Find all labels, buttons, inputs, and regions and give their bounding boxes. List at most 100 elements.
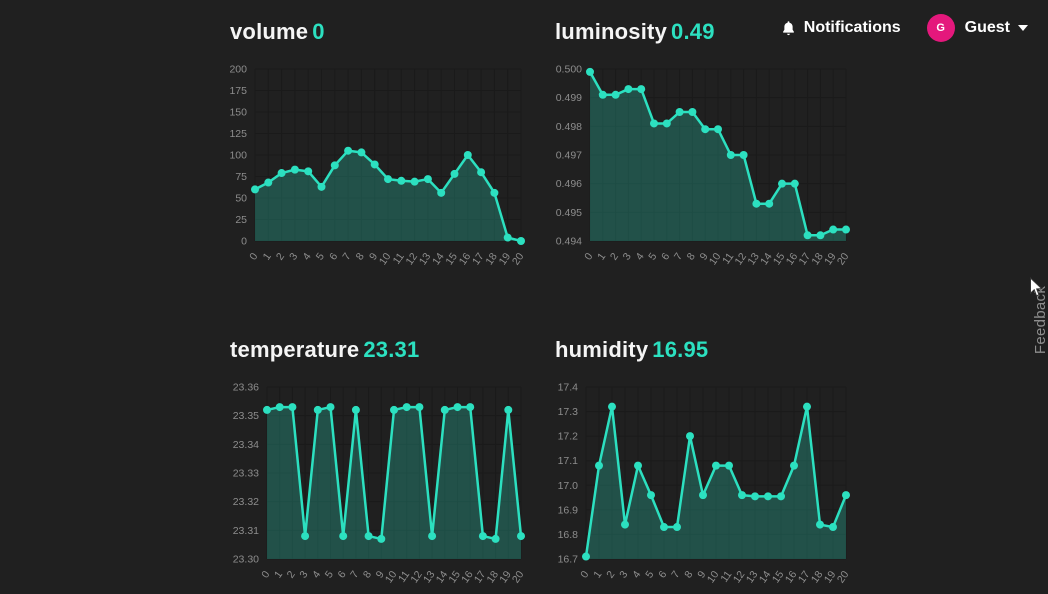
svg-text:17.4: 17.4 [558, 382, 579, 394]
svg-text:0.499: 0.499 [556, 92, 582, 104]
svg-text:2: 2 [274, 251, 287, 263]
luminosity-chart-card: luminosity 0.49 0.494 0.495 0.496 0.497 0.498… [550, 19, 852, 276]
chart-name: temperature [230, 337, 360, 362]
svg-text:100: 100 [229, 150, 247, 162]
svg-text:8: 8 [682, 569, 695, 581]
luminosity-chart[interactable]: 0.494 0.495 0.496 0.497 0.498 0.499 0.500 0 1 2 3 4… [550, 58, 852, 276]
svg-text:5: 5 [646, 251, 659, 263]
svg-text:7: 7 [348, 569, 361, 581]
svg-text:9: 9 [697, 251, 710, 263]
svg-text:6: 6 [335, 569, 348, 581]
svg-text:16.9: 16.9 [558, 504, 579, 516]
topbar: Notifications G Guest [781, 14, 1028, 42]
svg-text:23.33: 23.33 [233, 468, 259, 480]
svg-text:3: 3 [617, 569, 630, 581]
svg-text:16: 16 [457, 251, 474, 268]
svg-text:23.31: 23.31 [233, 525, 259, 537]
user-menu[interactable]: G Guest [926, 14, 1028, 42]
svg-text:19: 19 [497, 569, 514, 586]
svg-text:16.8: 16.8 [558, 529, 579, 541]
svg-text:14: 14 [434, 569, 451, 586]
chart-name: volume [230, 19, 309, 44]
chart-current-value: 16.95 [652, 337, 709, 362]
avatar: G [926, 14, 955, 42]
svg-text:6: 6 [327, 251, 340, 263]
svg-text:3: 3 [297, 569, 310, 581]
svg-text:0.497: 0.497 [556, 150, 582, 162]
svg-text:200: 200 [229, 64, 247, 76]
svg-text:7: 7 [340, 251, 353, 263]
svg-text:9: 9 [367, 251, 380, 263]
svg-text:1: 1 [595, 251, 608, 263]
chart-title: luminosity 0.49 [555, 19, 852, 45]
chart-name: humidity [555, 337, 649, 362]
chart-title: volume 0 [230, 19, 527, 45]
svg-text:1: 1 [272, 569, 285, 581]
svg-text:17.2: 17.2 [558, 431, 579, 443]
svg-text:0: 0 [578, 569, 591, 581]
svg-text:9: 9 [695, 569, 708, 581]
chart-current-value: 0.49 [671, 19, 715, 44]
svg-text:23.34: 23.34 [233, 439, 259, 451]
svg-text:25: 25 [235, 214, 247, 226]
svg-text:1: 1 [591, 569, 604, 581]
humidity-chart-card: humidity 16.95 16.7 16.8 16.9 17.0 17.1 17.2 17… [550, 337, 852, 594]
svg-text:5: 5 [323, 569, 336, 581]
svg-text:0.496: 0.496 [556, 178, 582, 190]
svg-text:0.500: 0.500 [556, 64, 582, 76]
svg-text:8: 8 [361, 569, 374, 581]
svg-text:5: 5 [314, 251, 327, 263]
svg-text:0.494: 0.494 [556, 236, 582, 248]
svg-text:2: 2 [604, 569, 617, 581]
bell-icon [782, 20, 794, 35]
humidity-chart[interactable]: 16.7 16.8 16.9 17.0 17.1 17.2 17.3 17.4 0 1 2 3 4 5 6 7… [550, 376, 852, 594]
chart-name: luminosity [555, 19, 668, 44]
svg-text:50: 50 [235, 193, 247, 205]
svg-text:0.495: 0.495 [556, 207, 582, 219]
svg-text:20: 20 [835, 251, 852, 268]
svg-text:8: 8 [354, 251, 367, 263]
svg-text:17.0: 17.0 [558, 480, 579, 492]
feedback-tab[interactable]: Feedback [1032, 285, 1048, 355]
svg-text:23.32: 23.32 [233, 496, 259, 508]
svg-text:3: 3 [287, 251, 300, 263]
chart-title: temperature 23.31 [230, 337, 527, 363]
svg-text:125: 125 [229, 128, 247, 140]
svg-text:7: 7 [669, 569, 682, 581]
svg-text:7: 7 [672, 251, 685, 263]
svg-text:0: 0 [247, 251, 260, 263]
svg-text:4: 4 [630, 569, 643, 581]
temperature-chart-card: temperature 23.31 23.30 23.31 23.32 23.33 23.… [225, 337, 527, 594]
svg-text:6: 6 [659, 251, 672, 263]
svg-text:23.30: 23.30 [233, 554, 259, 566]
temperature-chart[interactable]: 23.30 23.31 23.32 23.33 23.34 23.35 23.36 0 1 2 3 4… [225, 376, 527, 594]
svg-text:6: 6 [656, 569, 669, 581]
svg-text:4: 4 [300, 251, 313, 263]
svg-text:175: 175 [229, 85, 247, 97]
svg-text:16.7: 16.7 [558, 554, 579, 566]
svg-text:17.1: 17.1 [558, 455, 579, 467]
chart-current-value: 23.31 [363, 337, 420, 362]
svg-text:9: 9 [374, 569, 387, 581]
notifications-button[interactable]: Notifications [781, 19, 901, 37]
svg-text:1: 1 [261, 251, 274, 263]
svg-text:0: 0 [259, 569, 272, 581]
chart-title: humidity 16.95 [555, 337, 852, 363]
svg-text:17.3: 17.3 [558, 406, 579, 418]
svg-text:3: 3 [621, 251, 634, 263]
svg-text:75: 75 [235, 171, 247, 183]
svg-text:2: 2 [285, 569, 298, 581]
notifications-label: Notifications [803, 19, 901, 36]
volume-chart-card: volume 0 0 25 50 75 100 125 150 175 200 0 1 2 3 4 5 6 7 8 9… [225, 19, 527, 276]
chevron-down-icon [1018, 25, 1028, 31]
svg-text:150: 150 [229, 107, 247, 119]
chart-current-value: 0 [312, 19, 325, 44]
svg-text:20: 20 [510, 569, 527, 586]
svg-text:4: 4 [633, 251, 646, 263]
svg-text:20: 20 [835, 569, 852, 586]
svg-text:16: 16 [784, 251, 801, 268]
svg-text:5: 5 [643, 569, 656, 581]
svg-text:23.36: 23.36 [233, 382, 259, 394]
svg-text:0: 0 [582, 251, 595, 263]
